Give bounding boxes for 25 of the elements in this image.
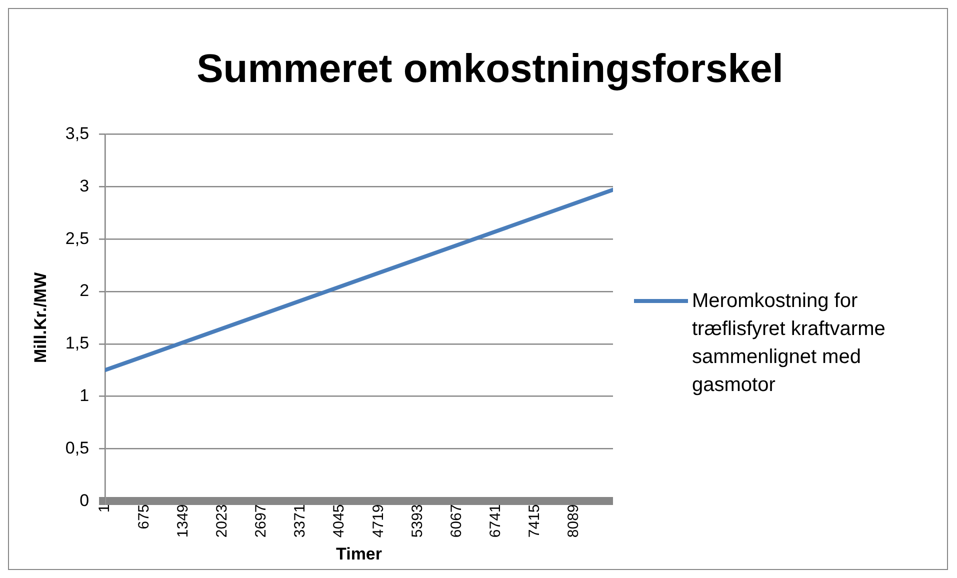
- y-tick-label: 2: [80, 281, 90, 300]
- x-tick-label: 1349: [174, 504, 192, 538]
- x-tick-label: 6067: [448, 504, 465, 538]
- x-tick-label: 2023: [213, 504, 230, 538]
- x-tick-label: 6741: [487, 504, 504, 538]
- x-tick-label: 4045: [330, 504, 348, 538]
- x-tick-label: 7415: [526, 504, 544, 538]
- y-axis-title: Mill.Kr./MW: [30, 271, 50, 364]
- x-tick-label: 4719: [370, 504, 387, 538]
- x-tick-label: 2697: [252, 504, 270, 538]
- x-tick-label: 8089: [565, 504, 582, 538]
- x-tick-label: 3371: [292, 504, 309, 538]
- x-axis-title: Timer: [336, 544, 382, 564]
- x-tick-label: 675: [135, 504, 152, 530]
- x-tick-label: 1: [96, 504, 114, 513]
- y-tick-label: 0,5: [65, 438, 90, 458]
- y-tick-label: 1: [80, 386, 90, 406]
- y-tick-label: 3: [80, 176, 90, 196]
- y-tick-label: 0: [80, 490, 90, 510]
- y-tick-label: 3,5: [65, 124, 90, 143]
- legend-label: Meromkostning for træflisfyret kraftvarme sammenlignet med gasmotor: [692, 289, 886, 398]
- chart-title: Summeret omkostningsforskel: [196, 47, 784, 92]
- y-tick-label: 1,5: [65, 334, 90, 353]
- y-tick-label: 2,5: [65, 228, 90, 248]
- x-tick-label: 5393: [408, 504, 426, 538]
